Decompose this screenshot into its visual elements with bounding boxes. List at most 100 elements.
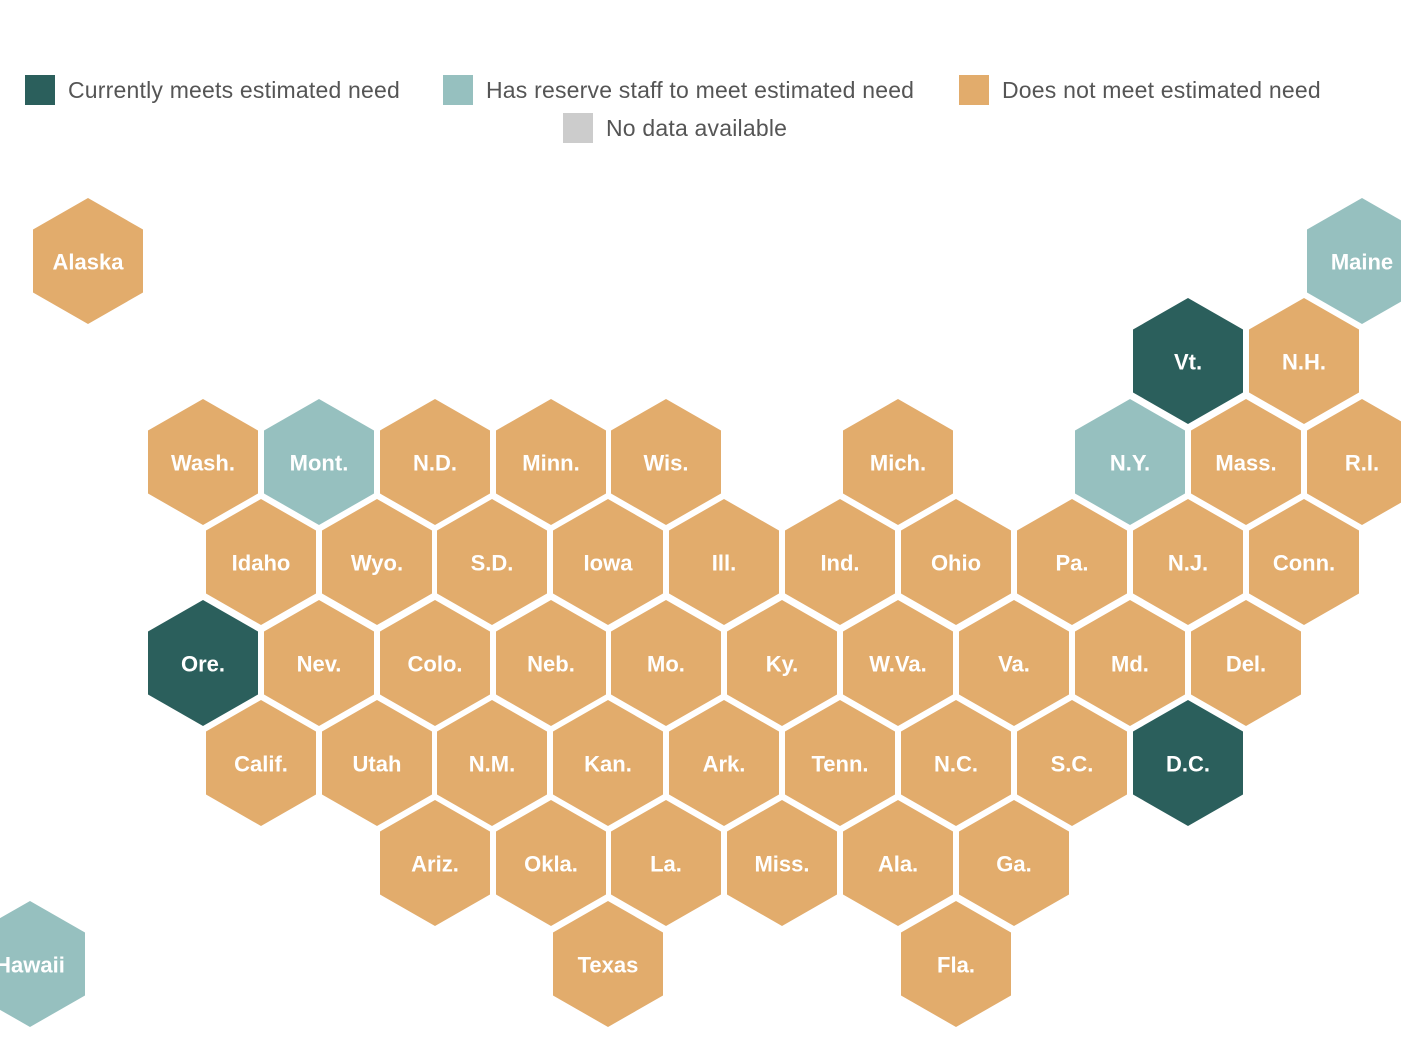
state-label-wi: Wis. [643, 451, 688, 476]
state-hexagon-ia [553, 499, 663, 625]
state-hexagon-hi [0, 901, 85, 1027]
state-tile-va: Va. [959, 600, 1069, 726]
legend-item-not-meet: Does not meet estimated need [959, 75, 1321, 105]
state-tile-nh: N.H. [1249, 298, 1359, 424]
state-label-ar: Ark. [703, 752, 746, 777]
state-label-ne: Neb. [527, 652, 575, 677]
state-tile-oh: Ohio [901, 499, 1011, 625]
state-tile-fl: Fla. [901, 901, 1011, 1027]
state-label-id: Idaho [232, 551, 291, 576]
state-tile-az: Ariz. [380, 800, 490, 926]
state-hexagon-wa [148, 399, 258, 525]
legend-label-reserve: Has reserve staff to meet estimated need [486, 76, 915, 103]
state-tile-wy: Wyo. [322, 499, 432, 625]
state-hexagon-mn [496, 399, 606, 525]
state-hexagon-nd [380, 399, 490, 525]
state-tile-de: Del. [1191, 600, 1301, 726]
state-label-ia: Iowa [584, 551, 634, 576]
state-tile-in: Ind. [785, 499, 895, 625]
state-tile-ma: Mass. [1191, 399, 1301, 525]
state-label-ky: Ky. [766, 652, 799, 677]
state-hexagon-sd [437, 499, 547, 625]
state-tile-nm: N.M. [437, 700, 547, 826]
state-label-ks: Kan. [584, 752, 632, 777]
state-hexagon-or [148, 600, 258, 726]
state-hexagon-ok [496, 800, 606, 926]
state-hexagon-nm [437, 700, 547, 826]
state-tile-mn: Minn. [496, 399, 606, 525]
legend-item-no-data: No data available [563, 113, 787, 143]
state-tile-wa: Wash. [148, 399, 258, 525]
state-hexagon-ak [33, 198, 143, 324]
state-label-ms: Miss. [754, 852, 809, 877]
state-hexagon-az [380, 800, 490, 926]
state-hexagon-wv [843, 600, 953, 726]
state-tile-ks: Kan. [553, 700, 663, 826]
state-hexagon-dc [1133, 700, 1243, 826]
state-label-in: Ind. [820, 551, 859, 576]
state-tile-ne: Neb. [496, 600, 606, 726]
state-tile-ct: Conn. [1249, 499, 1359, 625]
legend-item-meets: Currently meets estimated need [25, 75, 400, 105]
state-hexagon-id [206, 499, 316, 625]
state-tile-nj: N.J. [1133, 499, 1243, 625]
state-tile-sd: S.D. [437, 499, 547, 625]
state-hexagon-tn [785, 700, 895, 826]
state-label-oh: Ohio [931, 551, 981, 576]
state-label-or: Ore. [181, 652, 225, 677]
state-tile-ok: Okla. [496, 800, 606, 926]
state-hexagon-ky [727, 600, 837, 726]
state-tile-nd: N.D. [380, 399, 490, 525]
state-label-nd: N.D. [413, 451, 457, 476]
state-hexagon-ms [727, 800, 837, 926]
state-hexagon-me [1307, 198, 1401, 324]
state-tile-tn: Tenn. [785, 700, 895, 826]
state-label-nh: N.H. [1282, 350, 1326, 375]
state-label-al: Ala. [878, 852, 918, 877]
state-tile-ri: R.I. [1307, 399, 1401, 525]
state-hexagon-la [611, 800, 721, 926]
legend-label-meets: Currently meets estimated need [68, 76, 400, 103]
state-hexagon-co [380, 600, 490, 726]
state-label-sd: S.D. [471, 551, 514, 576]
state-label-ca: Calif. [234, 752, 288, 777]
state-hexagon-ar [669, 700, 779, 826]
state-tile-il: Ill. [669, 499, 779, 625]
state-label-va: Va. [998, 652, 1030, 677]
state-label-mo: Mo. [647, 652, 685, 677]
state-tile-nc: N.C. [901, 700, 1011, 826]
legend-label-no-data: No data available [606, 114, 788, 141]
state-tile-ar: Ark. [669, 700, 779, 826]
state-tile-md: Md. [1075, 600, 1185, 726]
state-label-ga: Ga. [996, 852, 1031, 877]
state-hexagon-ri [1307, 399, 1401, 525]
state-label-az: Ariz. [411, 852, 459, 877]
state-hexagon-ma [1191, 399, 1301, 525]
state-hexagon-vt [1133, 298, 1243, 424]
state-tile-sc: S.C. [1017, 700, 1127, 826]
state-tile-ia: Iowa [553, 499, 663, 625]
state-label-wv: W.Va. [869, 652, 926, 677]
state-label-me: Maine [1331, 250, 1393, 275]
state-label-tn: Tenn. [811, 752, 868, 777]
state-hexagon-nc [901, 700, 1011, 826]
state-tile-wv: W.Va. [843, 600, 953, 726]
state-hexagon-pa [1017, 499, 1127, 625]
state-hexagon-ut [322, 700, 432, 826]
state-label-mn: Minn. [522, 451, 579, 476]
state-tile-mt: Mont. [264, 399, 374, 525]
state-tile-ak: Alaska [33, 198, 143, 324]
state-hexagon-nj [1133, 499, 1243, 625]
state-hexagon-ct [1249, 499, 1359, 625]
state-hexagon-sc [1017, 700, 1127, 826]
state-label-ok: Okla. [524, 852, 578, 877]
state-hexagon-al [843, 800, 953, 926]
legend: Currently meets estimated need Has reser… [0, 0, 1401, 160]
state-label-ny: N.Y. [1110, 451, 1150, 476]
state-label-ut: Utah [353, 752, 402, 777]
legend-swatch-reserve [443, 75, 473, 105]
state-tile-al: Ala. [843, 800, 953, 926]
state-hexagon-ne [496, 600, 606, 726]
state-hexagon-de [1191, 600, 1301, 726]
